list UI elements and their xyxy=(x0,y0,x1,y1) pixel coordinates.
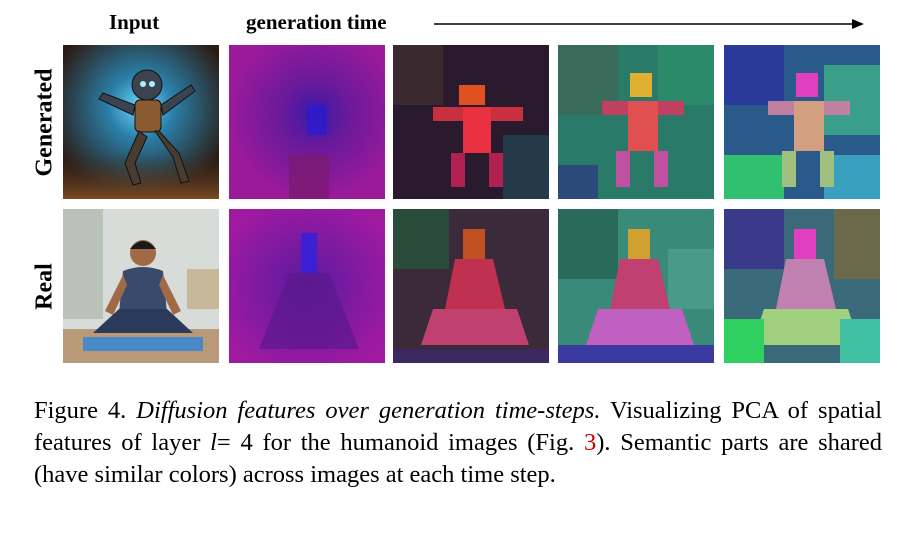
row-label-generated: Generated xyxy=(31,68,58,177)
layer-equation: = 4 xyxy=(216,429,253,456)
input-column-header: Input xyxy=(109,10,160,34)
pca-real-step-2 xyxy=(393,209,549,363)
pca-generated-step-1 xyxy=(229,45,385,199)
caption-body-1: Visualizing PCA of spatial features of l… xyxy=(34,397,883,456)
figure-caption: Figure 4. Diffusion features over genera… xyxy=(34,395,882,491)
generation-time-header: generation time xyxy=(246,10,387,34)
pca-generated-step-3 xyxy=(558,45,714,199)
row-label-real: Real xyxy=(31,263,58,310)
time-arrow-icon xyxy=(434,19,864,29)
pca-generated-step-4 xyxy=(724,45,880,199)
caption-body-2: for the humanoid images (Fig. xyxy=(262,429,575,456)
pca-real-step-4 xyxy=(724,209,880,363)
pca-generated-step-2 xyxy=(393,45,549,199)
figure-ref-link[interactable]: 3 xyxy=(583,429,597,456)
caption-body-3: ). Semantic parts are shared (have simil… xyxy=(34,429,883,488)
layer-variable: l xyxy=(210,429,217,456)
caption-title: Diffusion features over generation time-… xyxy=(136,397,601,424)
input-image-generated-robot xyxy=(63,45,219,199)
input-image-real-person xyxy=(63,209,219,363)
figure-label: Figure 4. xyxy=(34,397,127,424)
pca-real-step-1 xyxy=(229,209,385,363)
pca-real-step-3 xyxy=(558,209,714,363)
